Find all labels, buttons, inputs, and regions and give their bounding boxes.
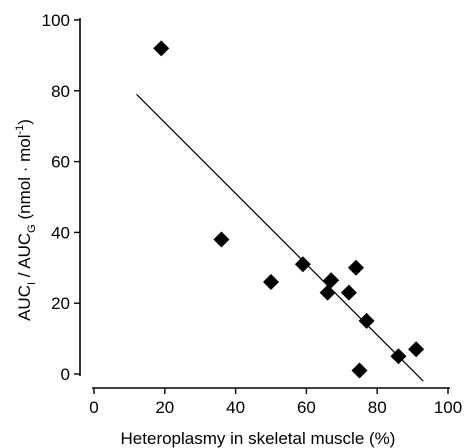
data-point-12: [408, 341, 425, 358]
data-point-9: [351, 362, 368, 379]
regression-line: [136, 93, 424, 382]
x-axis-ticks: 0 20 40 60 80 100: [89, 388, 462, 417]
y-tick-label-100: 100: [42, 11, 70, 30]
data-point-10: [358, 312, 375, 329]
data-point-6: [323, 272, 340, 289]
x-tick-label-20: 20: [155, 398, 174, 417]
x-tick-label-0: 0: [89, 398, 98, 417]
y-tick-label-0: 0: [61, 365, 70, 384]
data-points: [153, 40, 425, 379]
y-tick-label-20: 20: [51, 294, 70, 313]
data-point-2: [213, 231, 230, 248]
data-point-8: [347, 259, 364, 276]
x-tick-label-80: 80: [368, 398, 387, 417]
y-axis-title: AUCI / AUCG (nmol · mol-1): [14, 119, 38, 321]
y-tick-label-60: 60: [51, 153, 70, 172]
y-axis-ticks: 0 20 40 60 80 100: [42, 11, 80, 384]
x-tick-label-40: 40: [226, 398, 245, 417]
data-point-1: [153, 40, 170, 57]
data-point-5: [319, 284, 336, 301]
data-point-7: [340, 284, 357, 301]
data-point-3: [263, 273, 279, 290]
x-tick-label-100: 100: [434, 398, 462, 417]
data-point-11: [390, 348, 407, 365]
y-tick-label-40: 40: [51, 223, 70, 242]
x-tick-label-60: 60: [297, 398, 316, 417]
x-axis-title: Heteroplasmy in skeletal muscle (%): [121, 429, 396, 448]
data-point-4: [294, 256, 311, 273]
y-tick-label-80: 80: [51, 82, 70, 101]
